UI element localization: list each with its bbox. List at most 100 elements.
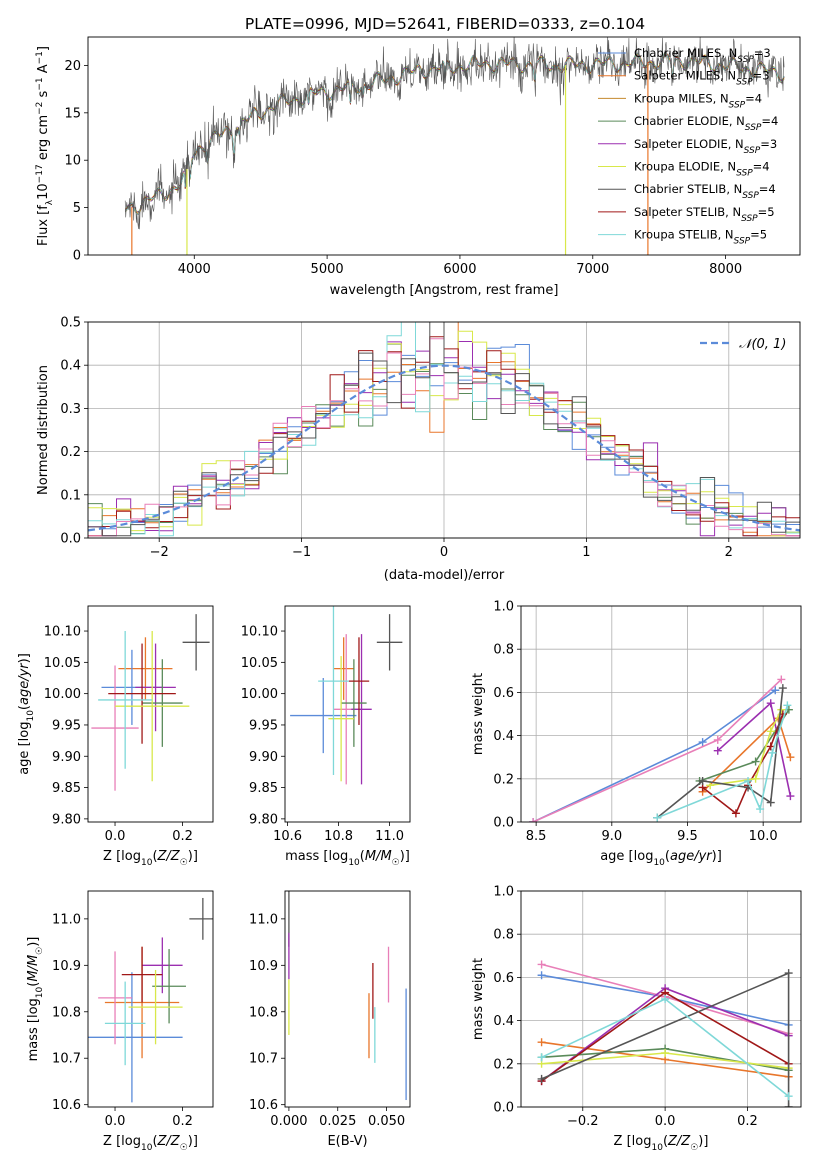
y-tick-label: 11.0 (52, 912, 81, 927)
errorbar-point (348, 637, 370, 725)
x-axis-label: age [log10(age/yr)] (600, 849, 722, 868)
y-tick-label: 0.8 (493, 643, 514, 658)
errorbar-point (118, 637, 173, 700)
x-axis-label: Z [log10(Z/Z☉)] (614, 1134, 709, 1153)
x-tick-label: 10.6 (273, 829, 302, 844)
series-marker (786, 753, 795, 762)
x-tick-label: −0.2 (567, 1114, 599, 1129)
normal-reference-curve (88, 364, 800, 532)
legend-entry-label: Salpeter ELODIE, NSSP=3 (634, 137, 777, 156)
y-tick-label: 10.05 (44, 656, 81, 671)
errorbar-point (318, 606, 349, 776)
axes-frame (284, 605, 411, 823)
y-tick-label: 1.0 (493, 600, 514, 615)
series-line (537, 969, 793, 1107)
series-marker (784, 1103, 793, 1107)
x-tick-label: 0.050 (368, 1114, 405, 1129)
x-tick-label: 0.0 (105, 829, 126, 844)
x-tick-label: 10.8 (324, 829, 353, 844)
errorbar-point (189, 897, 213, 940)
y-tick-label: 9.80 (52, 812, 81, 827)
y-tick-label: 0.0 (493, 816, 514, 831)
errorbar-point (88, 972, 183, 1103)
y-tick-label: 0.2 (60, 445, 81, 460)
errorbar-point (128, 969, 183, 1045)
y-tick-label: 10.9 (52, 959, 81, 974)
series-marker (768, 748, 777, 757)
errorbar-point (121, 946, 163, 1003)
errorbar-point (108, 643, 176, 744)
y-axis-label: mass weight (471, 958, 486, 1040)
y-tick-label: 0.4 (493, 729, 514, 744)
errorbar-point (290, 678, 357, 754)
series-marker (771, 686, 780, 695)
x-tick-label: 4000 (178, 262, 211, 277)
series-marker (537, 1053, 546, 1062)
y-tick-label: 10.6 (249, 1098, 278, 1113)
y-tick-label: 1.0 (493, 885, 514, 900)
errorbar-point (135, 643, 176, 732)
x-tick-label: 2 (725, 545, 733, 560)
legend-entry-label: Kroupa STELIB, NSSP=5 (634, 228, 767, 247)
errorbar-point (341, 659, 367, 747)
y-tick-label: 0.5 (60, 316, 81, 331)
x-tick-label: 8.5 (526, 829, 547, 844)
x-tick-label: 9.5 (677, 829, 698, 844)
errorbar-point (142, 659, 183, 747)
y-tick-label: 10.6 (52, 1098, 81, 1113)
x-tick-label: 0.2 (172, 1114, 193, 1129)
spectrum-lines (124, 37, 785, 255)
series-marker (698, 738, 707, 747)
y-tick-label: 10.00 (44, 687, 81, 702)
y-tick-label: 0 (73, 249, 81, 264)
histogram-series (88, 322, 800, 537)
series-marker (766, 798, 775, 807)
series-marker (731, 809, 740, 818)
x-tick-label: 0.0 (105, 1114, 126, 1129)
y-axis-label: mass weight (471, 673, 486, 755)
series-marker (784, 969, 793, 978)
mass-weight-series (537, 960, 793, 1107)
y-tick-label: 9.85 (249, 781, 278, 796)
y-tick-label: 9.95 (52, 718, 81, 733)
x-tick-label: 0.2 (737, 1114, 758, 1129)
y-tick-label: 9.95 (249, 718, 278, 733)
x-tick-label: 6000 (443, 262, 476, 277)
series-marker (766, 727, 775, 736)
errorbar-point (351, 634, 372, 785)
y-tick-label: 0.1 (60, 488, 81, 503)
x-tick-label: 10.0 (749, 829, 778, 844)
y-tick-label: 0.8 (493, 928, 514, 943)
errorbar-point (376, 614, 403, 671)
y-tick-label: 10.7 (52, 1052, 81, 1067)
series-marker (529, 818, 538, 822)
x-tick-label: 0.025 (319, 1114, 356, 1129)
y-axis-label: mass [log10(M/M☉)] (26, 937, 45, 1062)
y-tick-label: 5 (73, 201, 81, 216)
x-tick-label: 0.0 (655, 1114, 676, 1129)
x-tick-label: 1 (582, 545, 590, 560)
series-marker (653, 813, 662, 822)
x-tick-label: 8000 (709, 262, 742, 277)
histogram-axes: −2 −1 0 1 2 0.0 0.1 0.2 0.3 0.4 0.5 (data-model)/er… (36, 316, 801, 583)
errorbars (91, 614, 210, 791)
series-marker (778, 684, 787, 693)
axes-frame (87, 890, 214, 1108)
axes-frame (520, 890, 802, 1108)
mass-vs-Z-axes: 0.0 0.2 10.6 10.7 10.8 10.9 11.0 Z [log10(Z/Z☉)… (26, 890, 214, 1153)
x-axis-label: Z [log10(Z/Z☉)] (103, 1134, 198, 1153)
y-tick-label: 10.05 (241, 656, 278, 671)
legend-entry-label: Kroupa ELODIE, NSSP=4 (634, 160, 770, 179)
series-line (653, 701, 792, 822)
axes-frame (87, 321, 801, 539)
series-marker (661, 1049, 670, 1057)
y-tick-label: 10.00 (241, 687, 278, 702)
x-axis-label: mass [log10(M/M☉)] (285, 849, 410, 868)
axes-frame (284, 890, 411, 1108)
x-axis-label: (data-model)/error (384, 568, 505, 583)
series-marker (698, 776, 707, 785)
series-line (529, 675, 786, 822)
x-axis-label: Z [log10(Z/Z☉)] (103, 849, 198, 868)
series-marker (783, 701, 792, 710)
